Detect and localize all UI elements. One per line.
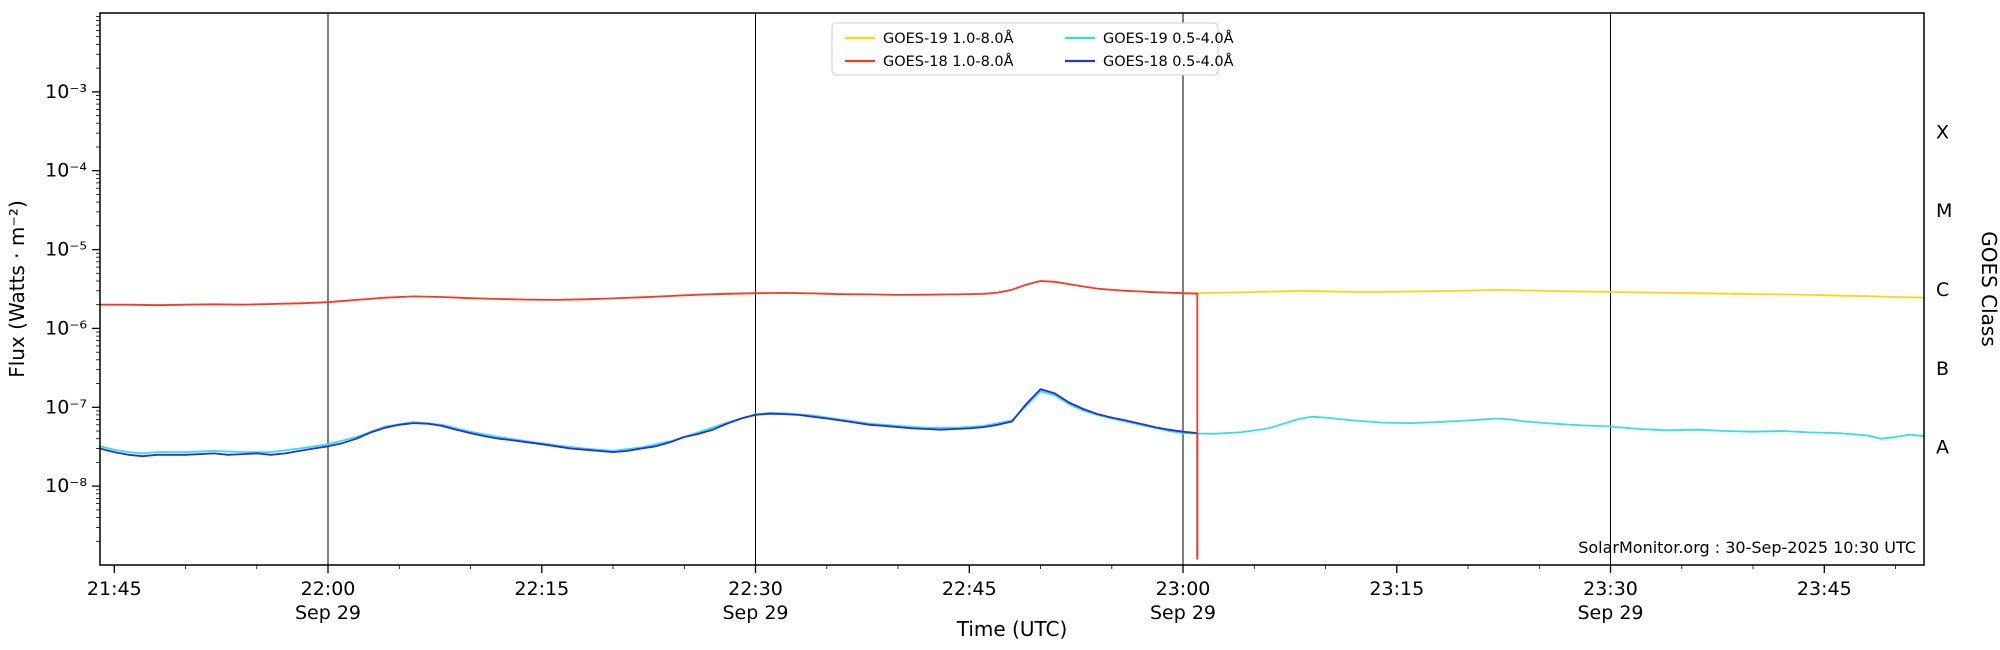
x-tick-label: 23:15 <box>1369 578 1424 600</box>
legend-label-goes18_long: GOES-18 1.0-8.0Å <box>883 53 1014 70</box>
x-tick-date-label: Sep 29 <box>1577 602 1643 624</box>
series-goes19_short <box>99 390 1925 455</box>
legend-label-goes19_short: GOES-19 0.5-4.0Å <box>1103 30 1234 47</box>
x-tick-date-label: Sep 29 <box>1150 602 1216 624</box>
watermark: SolarMonitor.org : 30-Sep-2025 10:30 UTC <box>1578 538 1916 557</box>
goes-class-label: X <box>1936 121 1949 143</box>
legend-box <box>831 22 1219 76</box>
goes-class-label: A <box>1936 437 1949 459</box>
x-tick-label: 23:00 <box>1156 578 1211 600</box>
legend-label-goes19_long: GOES-19 1.0-8.0Å <box>883 30 1014 47</box>
x-tick-label: 21:45 <box>87 578 142 600</box>
x-tick-label: 23:30 <box>1583 578 1638 600</box>
x-tick-date-label: Sep 29 <box>722 602 788 624</box>
y-tick-label: 10⁻⁵ <box>45 239 87 261</box>
y-tick-label: 10⁻⁸ <box>45 475 87 497</box>
goes-class-label: B <box>1936 358 1949 380</box>
y-tick-label: 10⁻⁷ <box>45 396 87 418</box>
x-axis-label: Time (UTC) <box>956 617 1068 641</box>
x-tick-label: 22:15 <box>514 578 569 600</box>
goes-class-label: M <box>1936 200 1952 222</box>
x-tick-date-label: Sep 29 <box>295 602 361 624</box>
x-tick-label: 23:45 <box>1797 578 1852 600</box>
y-tick-label: 10⁻⁶ <box>45 317 87 339</box>
plot-border <box>99 12 1925 566</box>
series-goes18_long <box>99 280 1199 560</box>
y-tick-label: 10⁻³ <box>45 81 87 103</box>
y-tick-label: 10⁻⁴ <box>45 160 87 182</box>
x-tick-label: 22:30 <box>728 578 783 600</box>
series-goes18_short <box>99 388 1199 560</box>
legend-label-goes18_short: GOES-18 0.5-4.0Å <box>1103 53 1234 70</box>
x-tick-label: 22:00 <box>301 578 356 600</box>
goes-class-label: C <box>1936 279 1949 301</box>
y-axis-label: Flux (Watts · m⁻²) <box>5 200 29 378</box>
x-tick-label: 22:45 <box>942 578 997 600</box>
right-axis-label: GOES Class <box>1977 231 2000 347</box>
series-goes19_long <box>1182 288 1925 299</box>
